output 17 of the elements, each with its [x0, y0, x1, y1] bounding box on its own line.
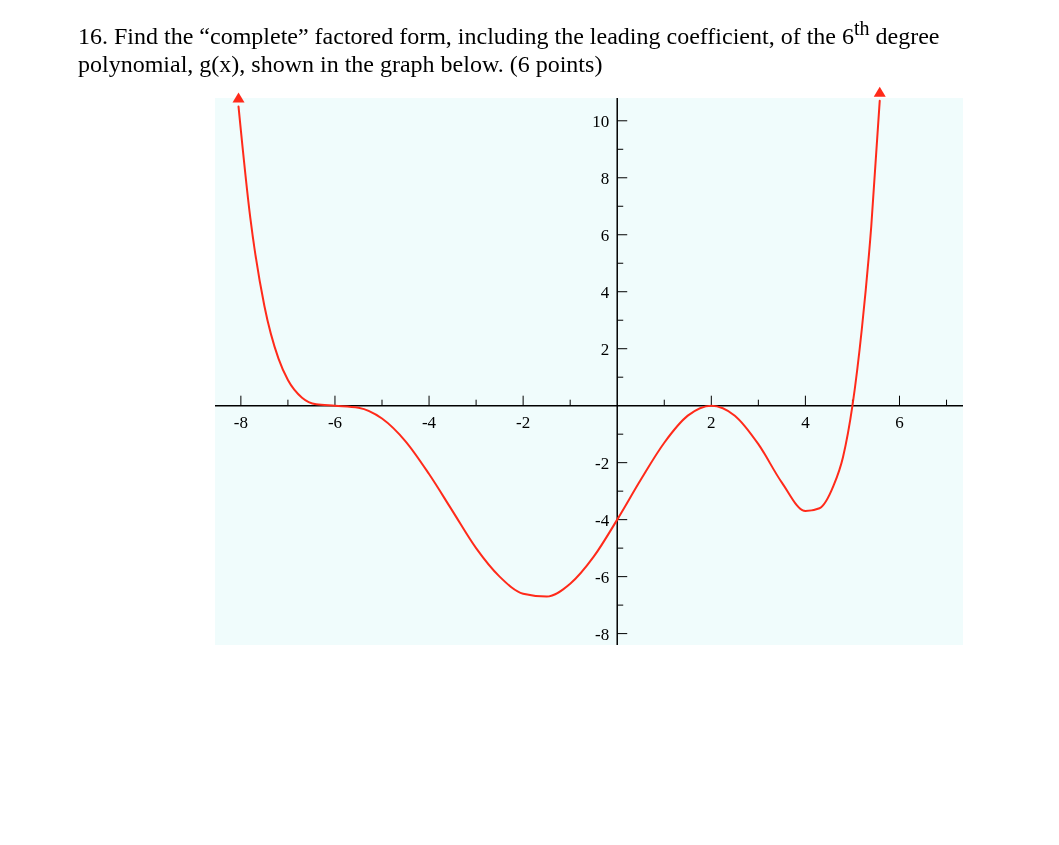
y-tick-label: -8: [595, 624, 610, 644]
y-tick-label: 6: [600, 225, 610, 245]
y-tick-label: -6: [595, 567, 610, 587]
y-tick-label: 2: [600, 339, 610, 359]
y-tick-label: -2: [595, 453, 610, 473]
x-tick-label: -4: [421, 412, 437, 432]
y-tick-label: -4: [595, 510, 610, 530]
y-tick-label: 8: [600, 168, 610, 188]
x-tick-label: -2: [516, 412, 531, 432]
y-tick-label: 4: [600, 282, 610, 302]
x-tick-label: 6: [895, 412, 904, 432]
x-tick-label: 4: [801, 412, 811, 432]
x-tick-label: -6: [327, 412, 343, 432]
x-tick-label: 2: [707, 412, 716, 432]
x-tick-label: -8: [233, 412, 248, 432]
chart-title: 16. Find the “complete” factored form, including the leading coefficient, of the 6$^{th}$ degree polynomial, g(x), shown in the graph below. (6 points): [78, 17, 940, 77]
y-tick-label: 10: [592, 111, 610, 131]
